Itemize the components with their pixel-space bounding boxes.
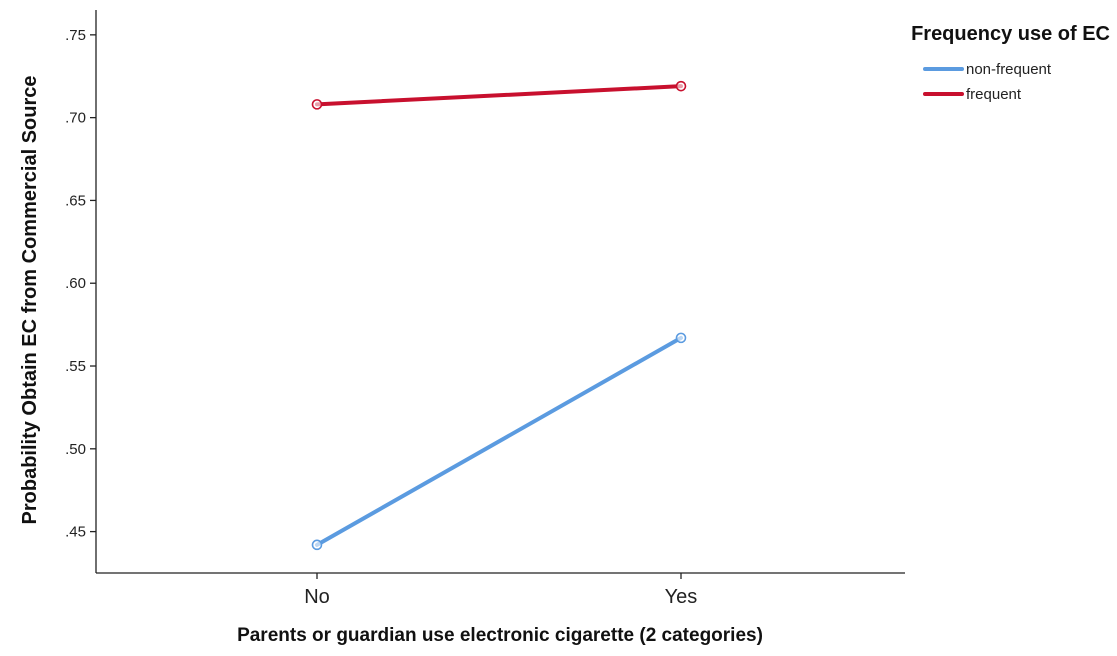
data-point-frequent xyxy=(675,80,687,92)
legend-label-non-frequent: non-frequent xyxy=(966,61,1052,78)
y-axis-ticks: .45 .50 .55 .60 .65 .70 .75 xyxy=(65,27,96,541)
x-axis-label: Parents or guardian use electronic cigar… xyxy=(237,625,763,646)
y-tick-label: .65 xyxy=(65,192,86,209)
legend-title: Frequency use of EC xyxy=(911,23,1110,45)
y-tick-label: .45 xyxy=(65,524,86,541)
x-tick-label: No xyxy=(304,586,330,608)
y-tick-label: .70 xyxy=(65,110,86,127)
series-lines xyxy=(315,84,683,547)
series-line-frequent xyxy=(315,84,683,107)
x-axis-ticks: No Yes xyxy=(304,573,697,608)
y-tick-label: .60 xyxy=(65,275,86,292)
series-line-non-frequent xyxy=(315,335,683,547)
y-tick-label: .50 xyxy=(65,441,86,458)
y-tick-label: .75 xyxy=(65,27,86,44)
legend: Frequency use of EC non-frequent frequent xyxy=(911,23,1110,103)
y-axis-label: Probability Obtain EC from Commercial So… xyxy=(19,76,41,525)
legend-items: non-frequent frequent xyxy=(923,61,1052,103)
legend-label-frequent: frequent xyxy=(966,86,1022,103)
data-point-frequent xyxy=(311,99,323,110)
series-points xyxy=(311,80,687,551)
data-point-non-frequent xyxy=(311,539,323,551)
x-tick-label: Yes xyxy=(665,586,698,608)
data-point-non-frequent xyxy=(675,332,687,344)
y-tick-label: .55 xyxy=(65,358,86,375)
